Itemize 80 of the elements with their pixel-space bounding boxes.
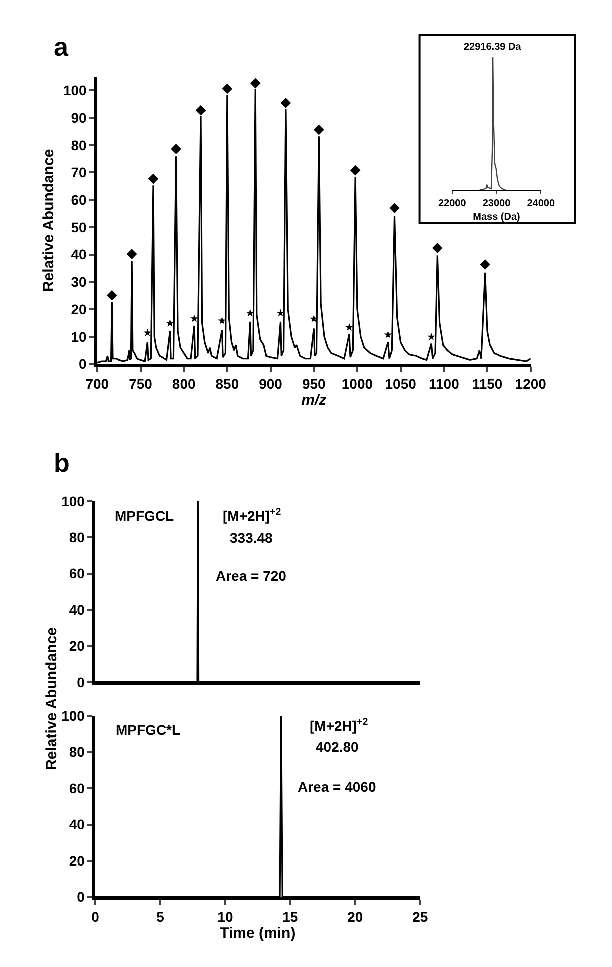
y-tick-label: 80	[69, 529, 86, 546]
annotation: Area = 720	[216, 568, 287, 584]
point	[346, 323, 354, 332]
x-tick-label: 700	[86, 376, 110, 392]
y-tick-label: 40	[71, 246, 88, 263]
point	[384, 330, 392, 338]
annotation: MPFGC*L	[116, 722, 181, 738]
y-axis-title: Relative Abundance	[44, 628, 61, 770]
point	[196, 105, 206, 116]
y-axis-title: Relative Abundance	[40, 149, 58, 292]
y-tick-label: 100	[62, 493, 86, 510]
text: a	[54, 32, 69, 62]
point	[432, 243, 443, 254]
y-tick-label: 40	[69, 602, 86, 618]
annotation: [M+2H]$^{+2}$	[310, 717, 369, 734]
annotation: 402.80	[316, 739, 360, 755]
point	[250, 78, 261, 89]
x-tick-label: 0	[92, 908, 100, 925]
x-tick-label: 1100	[428, 376, 460, 392]
x-tick-label: 1000	[342, 376, 374, 392]
point	[190, 314, 198, 322]
y-tick-label: 50	[71, 219, 88, 236]
point	[314, 124, 324, 136]
y-tick-label: 100	[62, 708, 86, 724]
y-tick-label: 20	[69, 852, 86, 869]
x-tick-label: 1050	[385, 376, 417, 392]
point	[350, 165, 361, 176]
text: b	[54, 448, 70, 478]
point	[106, 290, 118, 301]
annotation: [M+2H]$^{+2}$	[223, 507, 282, 524]
y-tick-label: 20	[69, 638, 86, 654]
x-tick-label: 24000	[527, 198, 556, 210]
point	[390, 203, 400, 214]
y-tick-label: 30	[71, 274, 88, 290]
annotation: MPFGCL	[115, 508, 175, 524]
x-tick-label: 850	[216, 376, 240, 392]
x-tick-label: 5	[156, 908, 165, 925]
point	[166, 319, 174, 327]
y-tick-label: 100	[63, 82, 88, 99]
annotation: 22916.39 Da	[464, 42, 522, 53]
x-tick-label: 22000	[438, 198, 467, 210]
x-tick-label: 10	[218, 908, 234, 925]
y-tick-label: 90	[71, 110, 88, 126]
y-tick-label: 60	[71, 192, 88, 208]
annotation: 333.48	[230, 530, 274, 546]
y-tick-label: 0	[77, 889, 86, 906]
x-tick-label: 800	[172, 376, 196, 392]
annotation: Area = 4060	[298, 779, 376, 795]
x-tick-label: 900	[259, 376, 283, 392]
y-tick-label: 10	[71, 328, 88, 345]
point	[310, 314, 318, 323]
y-tick-label: 0	[79, 356, 88, 372]
y-tick-label: 0	[77, 674, 86, 690]
y-tick-label: 70	[71, 164, 88, 181]
y-tick-label: 20	[71, 301, 88, 318]
x-tick-label: 750	[129, 376, 153, 392]
y-tick-label: 40	[69, 816, 86, 833]
point	[280, 98, 292, 108]
x-tick-label: 20	[348, 908, 364, 925]
y-tick-label: 80	[71, 137, 88, 154]
y-tick-label: 80	[69, 744, 86, 760]
x-tick-label: 1150	[472, 376, 503, 392]
x-tick-label: 25	[412, 908, 428, 925]
x-tick-label: 23000	[482, 198, 512, 210]
x-axis-title: Mass (Da)	[473, 212, 520, 223]
x-tick-label: 15	[282, 908, 298, 925]
point	[171, 144, 182, 154]
point	[222, 84, 233, 94]
point	[480, 259, 491, 270]
point	[148, 174, 159, 184]
x-axis-title: Time (min)	[220, 924, 296, 942]
point	[218, 316, 226, 324]
x-tick-label: 950	[302, 376, 326, 392]
x-axis-title: m/z	[302, 392, 328, 409]
point	[144, 328, 152, 337]
x-tick-label: 1200	[515, 376, 547, 392]
y-tick-label: 60	[69, 566, 86, 582]
point	[126, 249, 138, 260]
point	[428, 333, 436, 341]
y-tick-label: 60	[69, 780, 86, 796]
